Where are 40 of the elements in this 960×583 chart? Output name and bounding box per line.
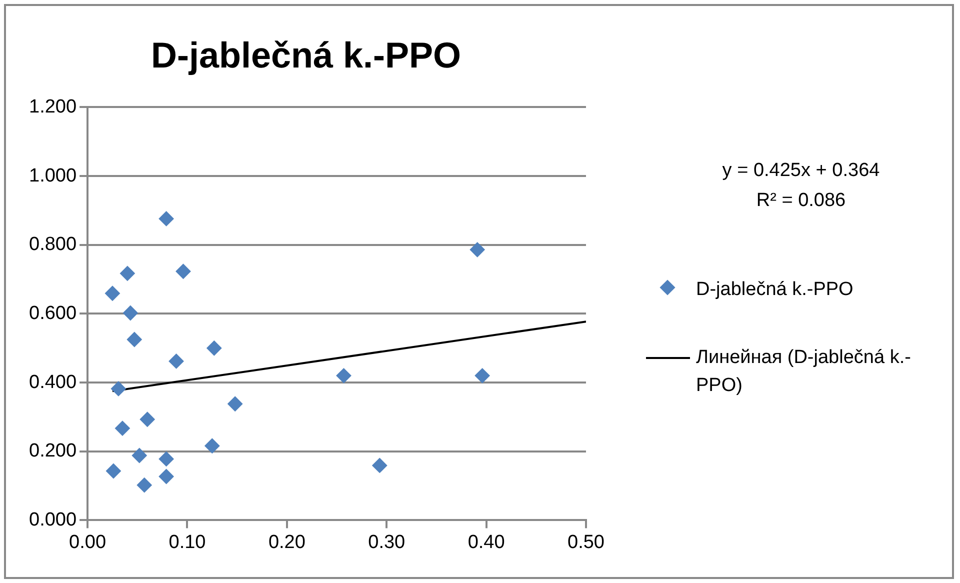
- point: [136, 478, 152, 493]
- point: [140, 412, 155, 427]
- point: [122, 306, 138, 321]
- point: [158, 451, 174, 466]
- point: [158, 468, 174, 484]
- y-tick-label: 0.000: [29, 509, 77, 530]
- point: [228, 396, 243, 412]
- point: [176, 264, 191, 279]
- point: [126, 332, 142, 348]
- x-tick-label: 0.50: [568, 532, 604, 553]
- point: [204, 438, 220, 454]
- point: [158, 211, 174, 226]
- legend-label: Линейная (D-jablečná k.-PPO): [696, 346, 912, 398]
- point: [336, 368, 352, 384]
- x-tick-label: 0.10: [168, 532, 206, 553]
- y-tick-label: 0.400: [29, 372, 77, 393]
- point: [470, 242, 485, 258]
- point: [104, 286, 120, 301]
- x-tick-label: 0.30: [368, 532, 406, 553]
- point: [474, 368, 490, 384]
- y-tick-label: 1.200: [29, 96, 77, 118]
- point: [114, 420, 130, 436]
- y-tick-label: 0.200: [29, 440, 77, 462]
- legend-label: D-jablečná k.-PPO: [696, 278, 854, 302]
- point: [372, 458, 388, 473]
- x-tick-label: 0.20: [268, 532, 306, 553]
- text: R² = 0.086: [755, 189, 847, 213]
- y-tick-label: 1.000: [29, 165, 77, 186]
- point: [206, 340, 222, 356]
- point: [132, 448, 147, 463]
- chart-title: D-jablečná k.-PPO: [150, 34, 462, 76]
- x-tick-label: 0.40: [468, 532, 505, 553]
- text: y = 0.425x + 0.364: [721, 159, 881, 183]
- point: [120, 266, 135, 281]
- x-tick-label: 0.00: [69, 532, 106, 553]
- point: [106, 463, 121, 478]
- y-tick-label: 0.600: [29, 302, 77, 324]
- point: [168, 354, 184, 369]
- y-tick-label: 0.800: [29, 234, 77, 256]
- point: [110, 381, 126, 396]
